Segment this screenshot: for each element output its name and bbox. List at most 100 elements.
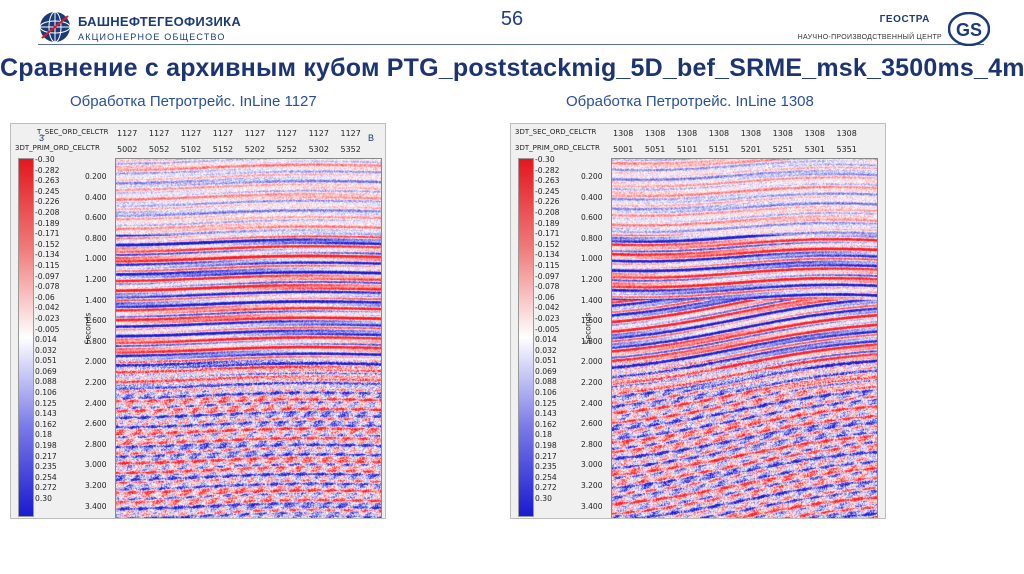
row2-tick-label: 5001 [613,145,634,154]
colorbar-value-label: 0.198 [35,441,57,451]
left-panel-caption: Обработка Петротрейс. InLine 1127 [70,93,317,110]
colorbar-value-label: 0.051 [35,356,57,366]
y-tick-label: 3.400 [85,501,107,511]
row1-tick-label: 1308 [804,129,825,138]
row2-tick-label: 5201 [740,145,762,154]
seismic-panel-right: 3DT_SEC_ORD_CELCTR 3DT_PRIM_ORD_CELCTR -… [510,123,886,519]
brand-name: БАШНЕФТЕГЕОФИЗИКА [78,14,242,29]
y-tick-label: 0.800 [85,233,107,243]
row1-tick-label: 1127 [276,129,297,138]
y-tick-label: 1.800 [85,336,107,346]
colorbar-value-label: 0.143 [535,409,557,419]
colorbar-value-label: -0.152 [535,239,560,249]
colorbar-value-label: 0.125 [35,398,57,408]
row1-tick-label: 1308 [708,129,730,138]
colorbar-value-label: -0.30 [35,155,55,164]
row2-tick-label: 5002 [117,145,138,154]
colorbar-value-label: -0.115 [535,260,560,270]
y-tick-label: 1.400 [581,295,603,305]
y-tick-label: 3.400 [581,501,603,511]
row1-tick-label: 1308 [676,129,698,138]
colorbar-value-label: -0.005 [35,324,60,334]
row1-tick-label: 1308 [740,129,762,138]
colorbar-value-label: -0.005 [535,324,560,334]
row2-tick-label: 5302 [308,145,329,154]
row2-tick-label: 5102 [180,145,202,154]
y-tick-label: 3.200 [581,481,603,490]
y-tick-label: 0.800 [581,233,603,243]
colorbar-value-label: -0.263 [535,176,560,186]
colorbar-value-label: 0.217 [535,451,557,461]
colorbar-value-label: -0.30 [535,155,555,164]
seismic-panel-left: T_SEC_ORD_CELCTR 3DT_PRIM_ORD_CELCTR 3 B… [10,123,386,519]
gs-badge-icon: GS [948,12,990,46]
colorbar-value-label: 0.254 [35,472,57,482]
colorbar-value-label: -0.023 [535,313,560,323]
colorbar-value-label: -0.263 [35,176,60,186]
colorbar-value-label: 0.235 [535,462,557,472]
row2-tick-label: 5301 [804,145,825,154]
y-tick-label: 2.000 [581,357,603,367]
seismic-section-image [611,158,878,518]
colorbar-value-label: 0.217 [35,451,57,461]
y-tick-label: 2.600 [85,419,107,429]
colorbar-value-label: 0.088 [535,377,557,387]
row2-tick-label: 5152 [212,145,234,154]
colorbar-value-label: 0.069 [35,366,57,376]
corner-left-label: 3 [39,133,45,143]
colorbar-labels: -0.30 -0.282 -0.263 -0.245 -0.226 -0.208 -0.18… [535,155,575,505]
y-tick-label: 2.800 [581,439,603,449]
y-tick-label: 1.600 [581,316,603,326]
y-tick-label: 0.200 [85,172,107,181]
row1-tick-label: 1127 [308,129,329,138]
y-tick-label: 1.000 [85,254,107,264]
colorbar-value-label: 0.069 [535,366,557,376]
row1-tick-label: 1308 [772,129,793,138]
row1-tick-label: 1127 [212,129,234,138]
corner-right-label: B [368,133,375,143]
colorbar-value-label: -0.134 [35,250,60,260]
colorbar-value-label: -0.023 [35,313,60,323]
colorbar-value-label: 0.18 [535,430,552,440]
colorbar-value-label: -0.208 [535,207,560,217]
colorbar-value-label: -0.226 [535,197,560,207]
geostra-name: ГЕОСТРА [879,14,930,25]
colorbar-value-label: -0.226 [35,197,60,207]
colorbar-value-label: -0.134 [535,250,560,260]
colorbar-value-label: 0.235 [35,462,57,472]
colorbar-value-label: 0.30 [35,494,52,503]
header-row1-label: T_SEC_ORD_CELCTR [37,128,109,136]
colorbar-value-label: -0.189 [35,218,60,228]
y-tick-label: 1.600 [85,316,107,326]
colorbar-value-label: -0.245 [535,186,560,196]
row1-tick-label: 1127 [117,129,138,138]
row1-tick-label: 1127 [340,129,361,138]
brand-subtitle: АКЦИОНЕРНОЕ ОБЩЕСТВО [78,32,226,42]
y-tick-label: 0.600 [85,213,107,223]
row1-tick-label: 1127 [148,129,170,138]
header-row2-label: 3DT_PRIM_ORD_CELCTR [515,144,600,152]
y-tick-label: 1.000 [581,254,603,264]
y-tick-label: 3.000 [581,460,603,470]
colorbar-value-label: -0.189 [535,218,560,228]
colorbar-value-label: -0.06 [535,292,555,302]
y-tick-label: 3.000 [85,460,107,470]
colorbar-value-label: 0.051 [535,356,557,366]
header-divider [38,44,984,45]
header-row2-label: 3DT_PRIM_ORD_CELCTR [15,144,100,152]
slide-title: Сравнение с архивным кубом PTG_poststack… [0,54,1024,82]
row2-tick-label: 5252 [276,145,297,154]
row2-tick-label: 5101 [676,145,698,154]
colorbar-labels: -0.30 -0.282 -0.263 -0.245 -0.226 -0.208 -0.18… [35,155,75,505]
colorbar-value-label: 0.30 [535,494,552,503]
row1-tick-label: 1127 [244,129,266,138]
colorbar-value-label: -0.208 [35,207,60,217]
y-tick-label: 1.200 [581,275,603,284]
y-tick-label: 2.200 [581,378,603,387]
y-tick-label: 3.200 [85,481,107,490]
colorbar-value-label: 0.162 [35,419,57,429]
colorbar-value-label: 0.014 [35,335,57,345]
colorbar-value-label: 0.272 [535,483,557,493]
amplitude-colorbar [518,158,534,517]
row2-tick-label: 5202 [244,145,266,154]
